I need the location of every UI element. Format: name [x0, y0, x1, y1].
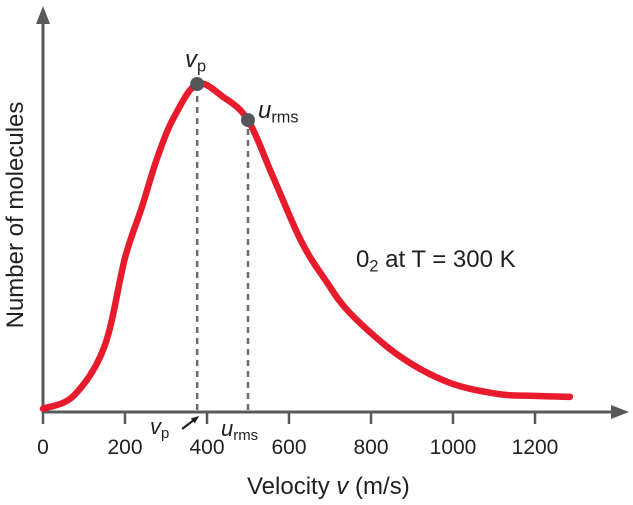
condition-annotation: 02 at T = 300 K — [356, 248, 516, 275]
marker-guides — [195, 88, 250, 410]
annotation-text: at T = 300 K — [378, 246, 516, 273]
vp-subscript: p — [197, 57, 207, 76]
molecule-symbol: 0 — [356, 246, 370, 273]
x-tick-label: 1000 — [429, 436, 477, 459]
urms-symbol: u — [258, 97, 272, 124]
x-axis-label: Velocity v (m/s) — [247, 475, 410, 499]
x-tick-label: 600 — [271, 436, 307, 459]
urms-point-dot — [241, 113, 255, 128]
x-tick-label: 0 — [37, 436, 49, 459]
x-axis-arrowhead-icon — [611, 405, 629, 419]
x-tick-label: 200 — [107, 436, 143, 459]
x-axis-label-variable: v — [336, 473, 349, 500]
urms-axis-label: urms — [221, 418, 258, 444]
y-axis-label: Number of molecules — [2, 101, 29, 329]
vp-symbol: v — [185, 46, 197, 73]
vp-point-dot — [190, 77, 205, 91]
x-axis-label-suffix: (m/s) — [348, 473, 410, 500]
urms-point-label: urms — [258, 99, 299, 126]
x-tick-label: 1200 — [511, 436, 559, 459]
urms-axis-subscript: rms — [233, 427, 259, 445]
x-axis-label-prefix: Velocity — [247, 473, 337, 500]
urms-axis-symbol: u — [221, 416, 234, 441]
urms-subscript: rms — [271, 108, 299, 127]
vp-pointer-arrowhead-icon — [190, 416, 200, 424]
vp-axis-subscript: p — [161, 425, 170, 443]
marker-dots — [190, 77, 255, 128]
vp-peak-label: vp — [185, 48, 206, 75]
vp-axis-label: vp — [150, 416, 169, 442]
vp-pointer-arrow-icon — [181, 416, 200, 430]
vp-axis-symbol: v — [150, 414, 161, 439]
x-tick-label: 400 — [189, 436, 225, 459]
x-axis-ticks — [41, 412, 537, 424]
y-axis-arrowhead-icon — [36, 6, 50, 24]
x-tick-label: 800 — [353, 436, 389, 459]
vp-pointer-line — [181, 419, 194, 430]
molecule-subscript: 2 — [369, 257, 379, 276]
